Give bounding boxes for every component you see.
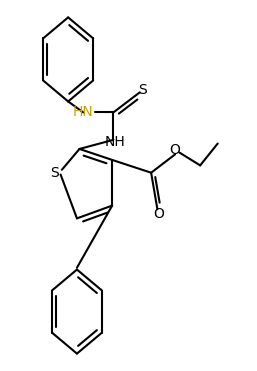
- Text: NH: NH: [104, 135, 125, 149]
- Text: O: O: [153, 207, 164, 221]
- Text: HN: HN: [73, 105, 94, 119]
- Text: S: S: [138, 83, 147, 98]
- Text: S: S: [50, 166, 59, 180]
- Text: O: O: [169, 143, 180, 157]
